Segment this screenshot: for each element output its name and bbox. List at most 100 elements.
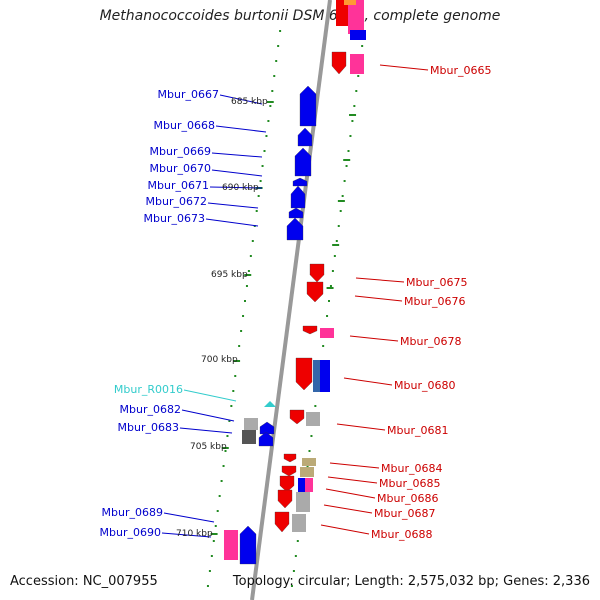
gene-label-mbur-0686[interactable]: Mbur_0686 (377, 492, 438, 505)
leader-line (181, 409, 235, 422)
track-dot (273, 75, 276, 77)
gene-label-mbur-0670[interactable]: Mbur_0670 (150, 162, 211, 175)
track-dot (218, 495, 221, 497)
topology-text: Topology: circular; Length: 2,575,032 bp… (232, 574, 590, 589)
gene-label-mbur-0675[interactable]: Mbur_0675 (406, 276, 467, 289)
gene-label-mbur-0685[interactable]: Mbur_0685 (379, 477, 440, 490)
gene-label-mbur-0681[interactable]: Mbur_0681 (387, 424, 448, 437)
track-dot (261, 165, 264, 167)
gene-mbur-0681-a (289, 409, 305, 425)
track-dot (329, 285, 332, 287)
leader-line (329, 462, 380, 469)
leader-line (379, 64, 429, 71)
kbp-tick (343, 159, 351, 161)
gene-mbur-0685-a (281, 465, 297, 477)
track-dot (292, 570, 295, 572)
track-dot (328, 300, 330, 302)
track-dot (214, 525, 217, 527)
track-dot (271, 90, 274, 92)
gene-mbur-0687-a (277, 489, 293, 509)
leader-line (349, 335, 399, 342)
gene-label-mbur-0676[interactable]: Mbur_0676 (404, 295, 465, 308)
track-dot (226, 435, 229, 437)
gene-label-mbur-0687[interactable]: Mbur_0687 (374, 507, 435, 520)
genome-title: Methanococcoides burtonii DSM 6242, comp… (99, 8, 501, 24)
track-dot (294, 555, 297, 557)
gene-label-mbur-0668[interactable]: Mbur_0668 (154, 119, 215, 132)
track-dot (210, 555, 213, 557)
gene-mbur-0673 (286, 217, 304, 241)
gene-label-mbur-0690[interactable]: Mbur_0690 (100, 526, 161, 539)
gene-mbur-0687 (296, 492, 310, 512)
track-dot (251, 240, 254, 242)
kbp-tick (266, 101, 274, 103)
kbp-tick (332, 244, 340, 246)
gene-mbur-0686-b (298, 478, 306, 492)
gene-mbur-0685 (300, 467, 314, 477)
track-dot (240, 330, 243, 332)
track-dot (224, 450, 227, 452)
gene-mbur-0669 (294, 147, 312, 177)
track-dot (206, 585, 209, 587)
track-dot (331, 270, 334, 272)
gene-mbur-0667 (299, 85, 317, 127)
gene-mbur-0684-a (283, 453, 297, 463)
leader-line (323, 504, 373, 514)
gene-label-mbur-0678[interactable]: Mbur_0678 (400, 335, 461, 348)
gene-label-mbur-0689[interactable]: Mbur_0689 (102, 506, 163, 519)
track-dot (212, 540, 215, 542)
track-dot (263, 150, 266, 152)
kbp-tick (221, 447, 229, 449)
gene-label-mbur-0672[interactable]: Mbur_0672 (146, 195, 207, 208)
kbp-tick (337, 200, 345, 202)
track-dot (339, 210, 342, 212)
track-dot (216, 510, 219, 512)
gene-label-mbur-0683[interactable]: Mbur_0683 (118, 421, 179, 434)
track-dot (228, 420, 231, 422)
gene-label-mbur-0669[interactable]: Mbur_0669 (150, 145, 211, 158)
track-dot (347, 150, 350, 152)
leader-line (336, 423, 386, 431)
track-dot (308, 450, 311, 452)
track-dot (355, 90, 358, 92)
gene-mbur-0689 (224, 530, 238, 560)
leader-line (355, 277, 405, 283)
gene-label-mbur-0688[interactable]: Mbur_0688 (371, 528, 432, 541)
track-dot (269, 105, 272, 107)
track-dot (242, 315, 245, 317)
label-leader-lines (161, 64, 429, 538)
track-dot (257, 195, 260, 197)
gene-label-mbur-0680[interactable]: Mbur_0680 (394, 379, 455, 392)
kbp-tick (349, 114, 357, 116)
gene-label-mbur-0671[interactable]: Mbur_0671 (148, 179, 209, 192)
gene-mbur-0675 (309, 263, 325, 283)
kbp-label-705: 705 kbp (190, 442, 227, 452)
kbp-tick (326, 287, 334, 289)
gene-label-mbur-0667[interactable]: Mbur_0667 (158, 88, 219, 101)
track-dot (277, 45, 280, 47)
kbp-label-685: 685 kbp (231, 97, 268, 107)
track-dot (353, 105, 356, 107)
kbp-tick (244, 274, 252, 276)
gene-mbur-0680 (313, 360, 321, 392)
gene-label-mbur-0684[interactable]: Mbur_0684 (381, 462, 442, 475)
track-dot (296, 540, 299, 542)
track-dot (335, 240, 338, 242)
kbp-label-700: 700 kbp (201, 355, 238, 365)
gene-mbur-0668 (297, 127, 313, 147)
track-dot (357, 75, 360, 77)
track-dot (220, 480, 223, 482)
gene-label-mbur-0673[interactable]: Mbur_0673 (144, 212, 205, 225)
gene-mbur-0686 (305, 478, 313, 492)
gene-mbur-0684 (302, 458, 316, 466)
gene-label-mbur-0682[interactable]: Mbur_0682 (120, 403, 181, 416)
gene-label-mbur-0665[interactable]: Mbur_0665 (430, 64, 491, 77)
leader-line (343, 377, 393, 386)
track-dot (245, 285, 248, 287)
gene-label-mbur-r0016[interactable]: Mbur_R0016 (114, 383, 183, 396)
track-dot (290, 585, 293, 587)
gene-mbur-0680-b (320, 360, 330, 392)
gene-mbur-0683 (258, 431, 274, 447)
track-dot (232, 390, 235, 392)
leader-line (209, 186, 263, 189)
